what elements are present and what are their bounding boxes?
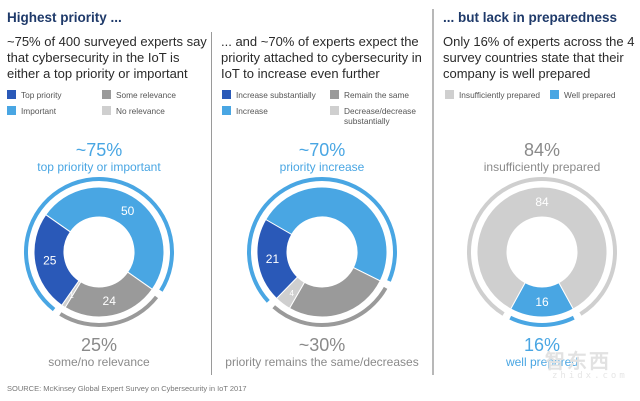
data-label: 4: [290, 289, 295, 298]
legend-swatch: [445, 90, 454, 99]
panel-priority: Highest priority ... ~75% of 400 surveye…: [0, 0, 211, 380]
panel-increase: ... and ~70% of experts expect the prior…: [212, 0, 432, 380]
top-caption: top priority or important: [37, 160, 161, 174]
data-label: 24: [103, 294, 117, 308]
legend-label: Some relevance: [116, 90, 176, 100]
top-value: 84%: [523, 140, 561, 160]
panel-divider: [432, 9, 434, 375]
bottom-value: 16%: [523, 335, 561, 355]
legend-swatch: [330, 106, 339, 115]
legend-swatch: [222, 90, 231, 99]
top-caption: insufficiently prepared: [483, 160, 601, 174]
legend-label: Top priority: [21, 90, 62, 100]
panel-preparedness: ... but lack in preparedness Only 16% of…: [433, 0, 640, 380]
outer-ring-arc: [467, 177, 617, 316]
outer-ring-arc: [272, 286, 388, 327]
donut-segment-important: [45, 186, 165, 290]
legend-item: Increase substantially: [222, 90, 316, 100]
data-label: 21: [266, 252, 280, 266]
watermark-url: zhidx.com: [552, 371, 628, 381]
legend-item: Insufficiently prepared: [445, 90, 540, 100]
donut-segment-increase-substantially: [256, 218, 299, 300]
top-value: ~75%: [75, 140, 123, 160]
data-label: 50: [121, 204, 135, 218]
legend-item: Increase: [222, 106, 268, 116]
legend-item: No relevance: [102, 106, 165, 116]
legend-swatch: [330, 90, 339, 99]
panel-description: ... and ~70% of experts expect the prior…: [221, 34, 422, 81]
legend-label: Remain the same: [344, 90, 410, 100]
panel-heading: Highest priority ...: [7, 10, 122, 25]
donut-segment-top-priority: [33, 214, 80, 306]
data-label: 1: [69, 291, 74, 300]
panel-heading: ... but lack in preparedness: [443, 10, 618, 25]
panel-description: ~75% of 400 surveyed experts say that cy…: [7, 34, 207, 81]
bottom-caption: some/no relevance: [48, 355, 150, 369]
legend-label: Decrease/decrease substantially: [344, 106, 416, 126]
donut-segment-insufficiently-prepared: [476, 186, 608, 310]
legend-item: Some relevance: [102, 90, 176, 100]
outer-ring-arc: [509, 315, 575, 327]
legend-item: Decrease/decrease substantially: [330, 106, 416, 126]
bottom-caption: well prepared: [505, 355, 579, 369]
donut-segment-increase: [265, 186, 388, 282]
legend-swatch: [550, 90, 559, 99]
data-label: 84: [535, 195, 549, 209]
legend-label: Increase substantially: [236, 90, 316, 100]
legend-label: Important: [21, 106, 57, 116]
data-label: 25: [43, 254, 57, 268]
legend-item: Well prepared: [550, 90, 616, 100]
legend-label: Increase: [236, 106, 268, 116]
legend-swatch: [222, 106, 231, 115]
watermark: 智东西: [545, 351, 611, 373]
top-caption: priority increase: [279, 160, 365, 174]
bottom-value: 25%: [80, 335, 118, 355]
bottom-caption: priority remains the same/decreases: [225, 355, 419, 369]
panel-description: Only 16% of experts across the 4 survey …: [443, 34, 635, 81]
data-label: 16: [535, 295, 549, 309]
bottom-value: ~30%: [298, 335, 346, 355]
top-value: ~70%: [298, 140, 346, 160]
legend-label: Well prepared: [564, 90, 616, 100]
legend-item: Remain the same: [330, 90, 409, 100]
legend-label: Insufficiently prepared: [459, 90, 541, 100]
legend-swatch: [102, 90, 111, 99]
panel-divider: [211, 32, 212, 375]
legend-label: No relevance: [116, 106, 165, 116]
outer-ring-arc: [59, 295, 159, 327]
legend-item: Important: [7, 106, 56, 116]
outer-ring-arc: [247, 177, 397, 303]
legend-swatch: [7, 106, 16, 115]
outer-ring-arc: [24, 177, 174, 312]
legend-swatch: [102, 106, 111, 115]
legend-swatch: [7, 90, 16, 99]
source-note: SOURCE: McKinsey Global Expert Survey on…: [7, 384, 247, 393]
legend-item: Top priority: [7, 90, 62, 100]
